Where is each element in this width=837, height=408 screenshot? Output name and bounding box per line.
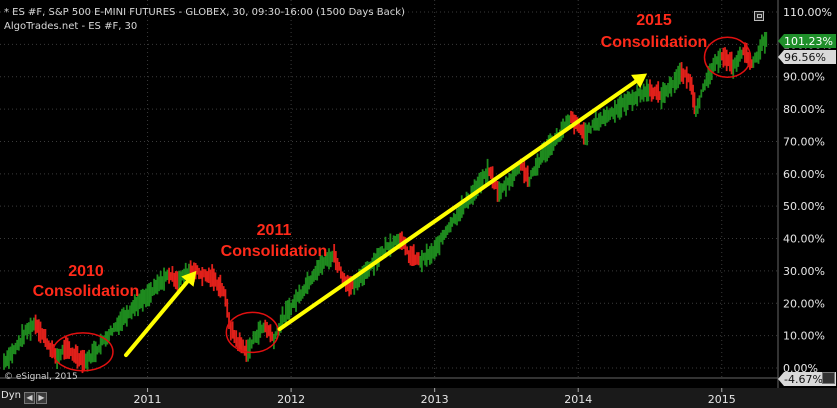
price-badge-upper-bg — [778, 34, 836, 48]
dyn-toggle[interactable]: Dyn — [1, 390, 21, 401]
consolidation-ellipse — [52, 332, 114, 372]
x-tick-label: 2014 — [564, 393, 592, 406]
price-badges: 101.23% 96.56% -4.67% — [778, 34, 836, 386]
y-tick-label: 90.00% — [783, 71, 825, 84]
annotation-label: Consolidation — [33, 283, 140, 300]
trend-arrows — [124, 73, 648, 358]
x-tick-label: 2015 — [708, 393, 736, 406]
trend-arrow-shaft — [277, 79, 638, 332]
price-badge-lower: 96.56% — [784, 51, 826, 64]
price-badge-upper: 101.23% — [784, 35, 833, 48]
y-tick-label: 70.00% — [783, 135, 825, 148]
x-axis-ticks: 2011 2012 2013 2014 2015 — [134, 388, 736, 406]
x-axis-bar — [0, 388, 837, 408]
y-tick-label: 80.00% — [783, 103, 825, 116]
trend-arrow-head — [631, 73, 648, 89]
consolidation-ellipse — [225, 311, 280, 354]
y-tick-label: 10.00% — [783, 330, 825, 343]
price-badge-bottom: -4.67% — [784, 373, 823, 386]
y-tick-label: 40.00% — [783, 233, 825, 246]
x-tick-label: 2013 — [421, 393, 449, 406]
x-tick-label: 2012 — [277, 393, 305, 406]
consolidation-ellipse — [703, 36, 752, 79]
price-badge-bottom-bg — [778, 372, 836, 386]
watermark: © eSignal, 2015 — [4, 372, 78, 382]
consolidation-ellipses — [52, 36, 752, 372]
trend-arrow-head — [181, 270, 197, 287]
y-axis-ticks: 110.00%100.00%90.00%80.00%70.00%60.00%50… — [783, 6, 832, 375]
y-tick-label: 20.00% — [783, 297, 825, 310]
annotation-year: 2010 — [68, 263, 104, 280]
window-restore-icon[interactable] — [754, 11, 764, 21]
scroll-left-button[interactable]: ◀ — [24, 392, 35, 404]
annotation-year: 2011 — [257, 222, 292, 239]
trend-arrow-shaft — [124, 279, 190, 358]
y-tick-label: 50.00% — [783, 200, 825, 213]
scroll-right-button[interactable]: ▶ — [36, 392, 47, 404]
x-tick-label: 2011 — [134, 393, 162, 406]
y-tick-label: 110.00% — [783, 6, 832, 19]
chart-subtitle: AlgoTrades.net - ES #F, 30 — [4, 21, 138, 32]
y-tick-label: 60.00% — [783, 168, 825, 181]
price-badge-lower-bg — [778, 50, 836, 64]
chart-title: * ES #F, S&P 500 E-MINI FUTURES - GLOBEX… — [4, 7, 405, 18]
scale-toggle-button[interactable] — [822, 372, 835, 384]
y-tick-label: 30.00% — [783, 265, 825, 278]
annotation-label: Consolidation — [601, 34, 708, 51]
y-tick-label: 0.00% — [783, 362, 818, 375]
consolidation-annotations: 2010 Consolidation 2011 Consolidation 2015 Co… — [33, 12, 708, 300]
annotation-label: Consolidation — [221, 243, 328, 260]
annotation-year: 2015 — [636, 12, 672, 29]
